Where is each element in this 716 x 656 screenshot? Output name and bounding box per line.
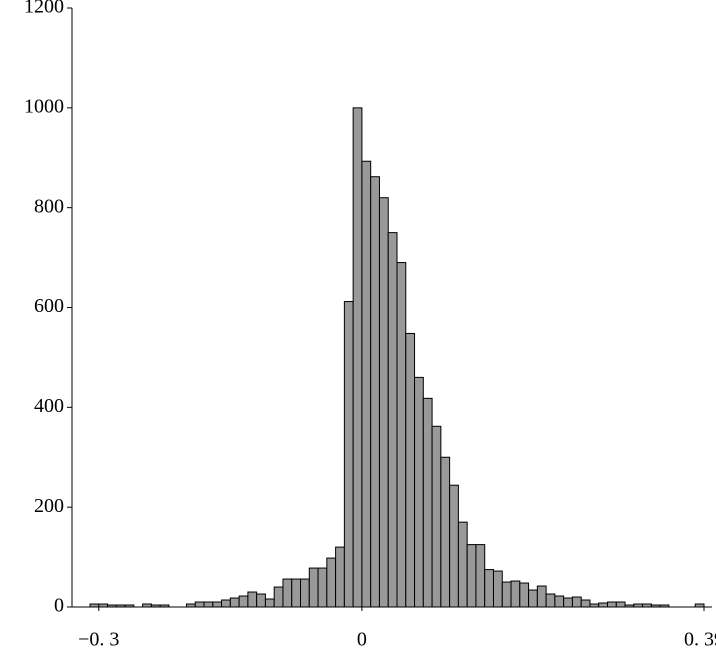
- bar: [300, 578, 310, 608]
- bar: [598, 602, 609, 608]
- y-tick-label: 400: [34, 395, 64, 417]
- bar: [466, 544, 477, 608]
- bar: [291, 578, 302, 608]
- bar: [282, 578, 293, 608]
- bar: [440, 456, 451, 608]
- bar: [238, 595, 249, 608]
- bar: [264, 598, 275, 608]
- bar: [212, 601, 223, 608]
- bar: [484, 569, 494, 608]
- x-tick-label: 0: [357, 629, 367, 651]
- x-tick-label: 0. 39: [684, 629, 716, 651]
- x-tick-label: −0. 3: [78, 629, 119, 651]
- bar: [510, 580, 521, 608]
- bar: [326, 557, 337, 608]
- bar: [308, 567, 319, 608]
- bar: [492, 570, 503, 608]
- bar: [554, 595, 565, 608]
- bar: [273, 586, 284, 608]
- bar: [256, 593, 266, 608]
- y-tick-label: 600: [34, 295, 64, 317]
- y-tick-label: 0: [54, 595, 64, 617]
- bar: [387, 232, 398, 608]
- y-tick-label: 1200: [24, 0, 64, 18]
- bar: [457, 521, 468, 608]
- bar: [536, 585, 547, 608]
- bar: [449, 484, 459, 608]
- bar: [221, 599, 231, 608]
- bar: [405, 332, 416, 608]
- bar: [396, 262, 407, 608]
- y-tick-label: 200: [34, 495, 64, 517]
- y-tick-label: 800: [34, 195, 64, 217]
- bar: [528, 589, 538, 608]
- y-tick-label: 1000: [24, 95, 64, 117]
- bar: [361, 160, 372, 608]
- bar: [545, 593, 556, 608]
- bar: [352, 107, 363, 608]
- bar: [615, 601, 626, 608]
- bar: [203, 601, 214, 608]
- bar: [475, 544, 486, 608]
- bar: [607, 601, 617, 608]
- bar: [335, 546, 345, 608]
- bar: [501, 581, 512, 608]
- bar: [370, 176, 380, 608]
- bar: [563, 597, 573, 608]
- bar: [519, 582, 530, 608]
- bar: [229, 597, 240, 608]
- bar: [247, 591, 258, 608]
- bar: [571, 596, 582, 608]
- bar: [414, 376, 424, 608]
- bar: [194, 601, 205, 608]
- bar: [422, 397, 433, 608]
- bar: [317, 567, 328, 608]
- bar: [431, 425, 442, 608]
- bar: [378, 197, 389, 608]
- bar: [343, 301, 354, 608]
- bar: [580, 599, 591, 608]
